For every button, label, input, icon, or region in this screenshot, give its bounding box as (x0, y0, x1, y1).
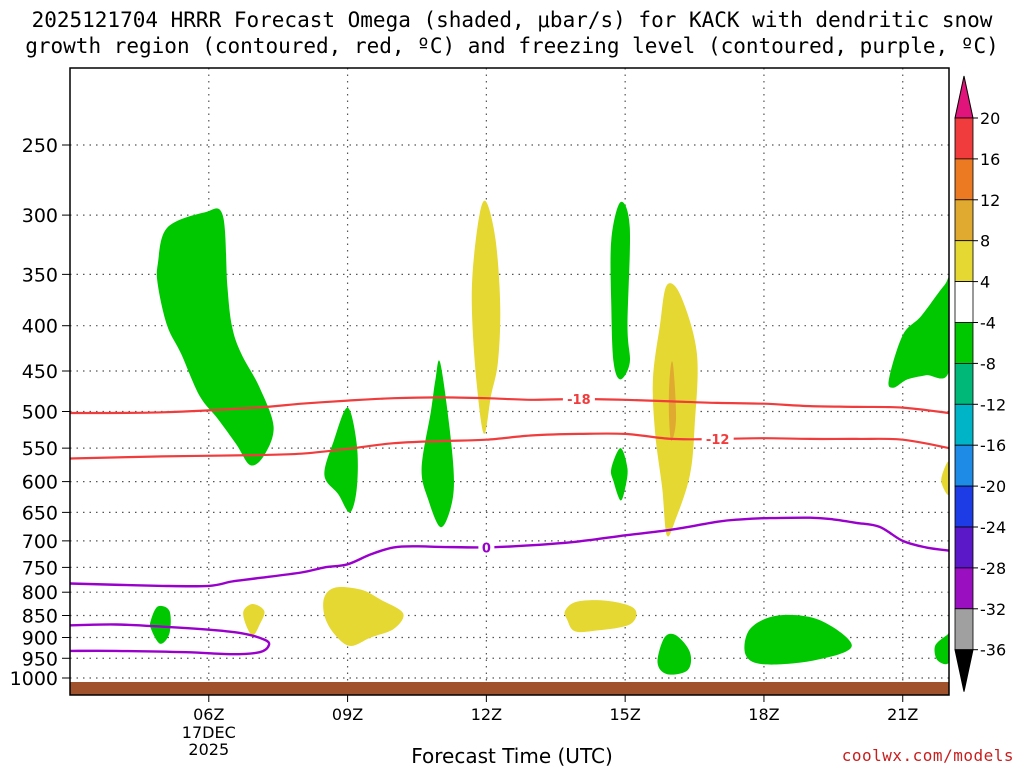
omega-region (149, 605, 171, 644)
colorbar-bin (954, 403, 974, 446)
omega-region (323, 586, 404, 646)
y-tick-label: 650 (22, 502, 58, 524)
x-axis-label: Forecast Time (UTC) (411, 744, 613, 768)
omega-region (471, 200, 501, 434)
contour-label: -12 (706, 433, 730, 448)
colorbar-bin (954, 240, 974, 282)
y-tick-label: 400 (22, 316, 58, 338)
dendritic-contour (70, 432, 949, 460)
contour-label-bg (701, 430, 734, 447)
y-tick-label: 450 (22, 361, 58, 383)
colorbar-label: -4 (980, 314, 996, 333)
colorbar-label: -8 (980, 354, 996, 373)
y-tick-label: 250 (22, 135, 58, 157)
contour-labels: -18 -12 0 (478, 390, 734, 556)
y-tick-label: 900 (22, 627, 58, 649)
colorbar-bin (954, 281, 974, 323)
y-tick-label: 700 (22, 531, 58, 553)
omega-region (744, 614, 852, 665)
terrain (70, 682, 949, 695)
credit-link[interactable]: coolwx.com/models (841, 746, 1014, 765)
omega-region (243, 604, 265, 636)
y-tick-label: 950 (22, 648, 58, 670)
ground-band (70, 682, 949, 695)
contours (70, 396, 949, 656)
contour-label-bg (562, 390, 595, 407)
omega-region (156, 208, 274, 466)
x-tick-label: 12Z (471, 705, 502, 724)
colorbar-label: 20 (980, 109, 1000, 128)
dendritic-contour (70, 396, 949, 415)
colorbar-bin (954, 322, 974, 364)
y-tick-label: 500 (22, 402, 58, 424)
omega-region (610, 448, 628, 501)
colorbar-bin (954, 362, 974, 405)
omega-region (657, 633, 692, 675)
colorbar-top-arrow (954, 75, 974, 119)
colorbar-bin (954, 444, 974, 487)
omega-shading (149, 200, 949, 675)
x-tick-label: 18Z (748, 705, 779, 724)
y-tick-label: 550 (22, 438, 58, 460)
colorbar-label: -24 (980, 518, 1006, 537)
colorbar-bin (954, 567, 974, 610)
omega-region (888, 277, 949, 388)
colorbar-label: -36 (980, 641, 1006, 660)
y-tick-label: 1000 (10, 668, 58, 690)
y-tick-label: 600 (22, 472, 58, 494)
colorbar-bin (954, 608, 974, 651)
x-tick-label: 06Z (193, 705, 224, 724)
omega-region (564, 600, 637, 633)
y-tick-label: 300 (22, 205, 58, 227)
colorbar-label: 16 (980, 150, 1000, 169)
colorbar-label: -12 (980, 395, 1006, 414)
freezing-level-contour (70, 516, 949, 588)
colorbar: 20 16 12 8 4 -4 -8 -12 -16 -20 -24 -28 -32 -36 (954, 75, 1006, 692)
chart-title-line-1: 2025121704 HRRR Forecast Omega (shaded, … (31, 8, 993, 32)
contour-label-bg (478, 539, 495, 556)
colorbar-label: -28 (980, 559, 1006, 578)
x-tick-date-label: 17DEC (182, 723, 236, 742)
omega-region (934, 632, 949, 665)
colorbar-bin (954, 199, 974, 242)
freezing-level-contour (70, 623, 271, 656)
colorbar-label: -16 (980, 436, 1006, 455)
x-tick-label: 15Z (609, 705, 640, 724)
y-tick-label: 750 (22, 557, 58, 579)
x-tick-date-label: 2025 (188, 740, 229, 759)
colorbar-bin (954, 526, 974, 569)
omega-region (610, 201, 631, 380)
colorbar-label: 8 (980, 232, 990, 251)
x-tick-label: 21Z (887, 705, 918, 724)
colorbar-bin (954, 158, 974, 201)
contour-label: 0 (482, 541, 491, 556)
colorbar-label: 4 (980, 273, 990, 292)
contour-label: -18 (567, 393, 591, 408)
x-tick-label: 09Z (332, 705, 363, 724)
axes: 2503003504004505005506006507007508008509… (10, 135, 919, 759)
omega-region (421, 360, 454, 528)
plot-frame (69, 67, 950, 696)
y-tick-label: 800 (22, 582, 58, 604)
omega-region (324, 407, 358, 513)
colorbar-label: -32 (980, 600, 1006, 619)
y-tick-label: 850 (22, 606, 58, 628)
colorbar-label: 12 (980, 191, 1000, 210)
chart-title-line-2: growth region (contoured, red, ºC) and f… (25, 34, 999, 58)
colorbar-label: -20 (980, 477, 1006, 496)
omega-region (941, 461, 949, 496)
y-tick-label: 350 (22, 264, 58, 286)
colorbar-bottom-arrow (954, 649, 974, 692)
colorbar-bin (954, 485, 974, 528)
colorbar-bin (954, 117, 974, 160)
